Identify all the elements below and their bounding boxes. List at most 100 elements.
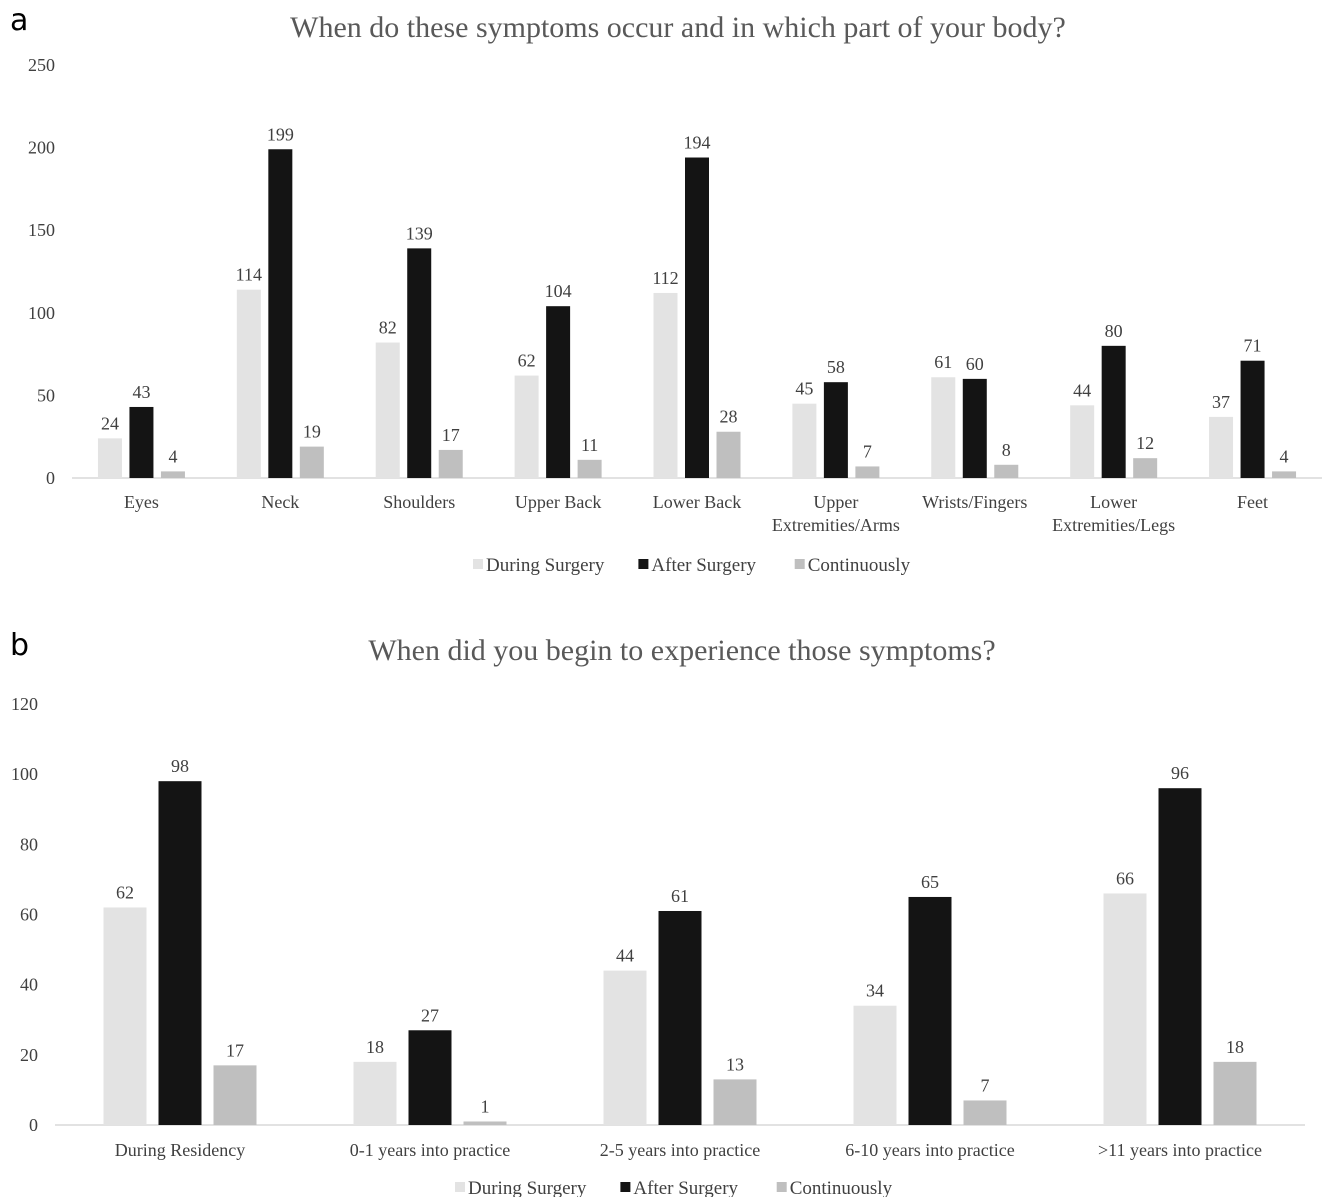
legend-label-during-surgery: During Surgery [468,1178,587,1197]
legend-swatch-during-surgery [455,1182,465,1192]
data-label: 199 [267,124,294,144]
data-label: 61 [671,886,689,906]
data-label: 8 [1002,440,1011,460]
data-label: 62 [116,882,134,902]
category-label: Lower Back [653,492,741,512]
y-tick-label: 250 [28,55,55,75]
data-label: 112 [652,268,678,288]
bar-during-surgery [931,377,956,478]
bar-during-surgery [97,438,122,478]
bar-continuously [1213,1061,1257,1125]
data-label: 60 [966,354,984,374]
bar-continuously [213,1065,257,1125]
data-label: 19 [303,422,321,442]
bar-continuously [299,446,324,478]
data-label: 18 [1226,1037,1244,1057]
data-label: 4 [1280,446,1289,466]
data-label: 1 [481,1096,490,1116]
category-label: Extremities/Legs [1052,515,1175,535]
data-label: 96 [1171,763,1189,783]
data-label: 17 [226,1040,244,1060]
data-label: 37 [1212,392,1230,412]
data-label: 45 [795,379,813,399]
data-label: 82 [379,318,397,338]
data-label: 66 [1116,868,1134,888]
data-label: 194 [684,133,711,153]
bar-after-surgery [1101,345,1126,478]
category-label: Extremities/Arms [772,515,900,535]
bar-continuously [463,1121,507,1125]
bar-during-surgery [1070,405,1095,478]
category-label: During Residency [115,1140,245,1160]
category-label: Feet [1237,492,1268,512]
y-tick-label: 200 [28,138,55,158]
category-label: Neck [261,492,299,512]
bar-continuously [438,449,463,478]
data-label: 43 [132,382,150,402]
bar-during-surgery [792,403,817,478]
category-label: 6-10 years into practice [845,1140,1014,1160]
category-label: Wrists/Fingers [922,492,1027,512]
bar-continuously [716,431,741,478]
category-label: Shoulders [383,492,455,512]
data-label: 61 [934,352,952,372]
data-label: 13 [726,1054,744,1074]
legend-swatch-continuously [776,1182,787,1192]
category-label: 0-1 years into practice [350,1140,510,1160]
bar-after-surgery [129,406,154,478]
bar-after-surgery [158,781,202,1125]
legend-label-after-surgery: After Surgery [633,1178,738,1197]
bar-during-surgery [514,375,539,478]
category-label: Upper [813,492,858,512]
data-label: 139 [406,223,433,243]
chart-b-title: When did you begin to experience those s… [368,634,995,667]
panel-letter-a: a [10,3,28,38]
bar-after-surgery [1158,788,1202,1125]
data-label: 58 [827,357,845,377]
bar-during-surgery [353,1061,397,1125]
data-label: 18 [366,1037,384,1057]
bar-during-surgery [375,342,400,478]
data-label: 104 [545,281,572,301]
y-tick-label: 40 [20,975,38,995]
bar-continuously [577,459,602,478]
bar-after-surgery [962,378,987,478]
y-tick-label: 60 [20,905,38,925]
bar-continuously [994,464,1019,478]
data-label: 11 [581,435,598,455]
data-label: 7 [863,441,872,461]
bar-during-surgery [603,970,647,1125]
panel-letter-b: b [10,628,29,663]
bar-after-surgery [546,306,571,478]
data-label: 28 [720,407,738,427]
data-label: 12 [1136,433,1154,453]
y-tick-label: 20 [20,1045,38,1065]
bar-after-surgery [408,1030,452,1125]
bar-after-surgery [268,149,293,478]
bar-during-surgery [236,289,261,478]
data-label: 80 [1105,321,1123,341]
y-tick-label: 0 [46,468,55,488]
chart-a-title: When do these symptoms occur and in whic… [290,11,1066,44]
y-tick-label: 120 [11,694,38,714]
bar-during-surgery [1209,416,1234,478]
bar-continuously [855,466,880,478]
chart-a: 05010015020025024434Eyes11419919Neck8213… [28,55,1322,576]
data-label: 98 [171,756,189,776]
data-label: 114 [236,265,262,285]
data-label: 17 [442,425,460,445]
data-label: 71 [1244,336,1262,356]
legend-label-continuously: Continuously [790,1178,893,1197]
bar-during-surgery [103,907,147,1125]
bar-after-surgery [685,157,709,478]
bar-continuously [1133,458,1158,478]
y-tick-label: 50 [37,385,55,405]
bar-continuously [713,1079,757,1125]
data-label: 4 [168,446,177,466]
data-label: 34 [866,981,884,1001]
category-label: >11 years into practice [1098,1140,1262,1160]
y-tick-label: 0 [29,1115,38,1135]
category-label: 2-5 years into practice [600,1140,760,1160]
legend-swatch-during-surgery [473,559,483,569]
data-label: 27 [421,1005,439,1025]
